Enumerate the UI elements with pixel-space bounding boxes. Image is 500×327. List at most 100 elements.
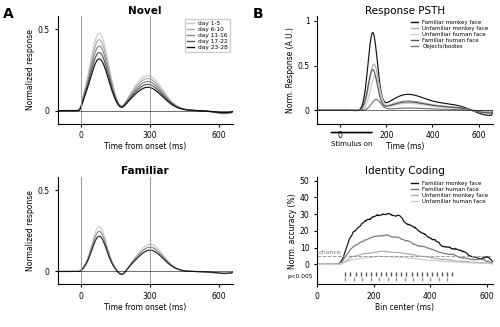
Familiar human face <box>441 252 447 256</box>
Unfamiliar monkey face <box>410 99 416 103</box>
Unfamiliar monkey face <box>490 262 496 266</box>
Unfamiliar monkey face <box>441 257 447 261</box>
Line: Familiar human face: Familiar human face <box>317 235 492 264</box>
Unfamiliar monkey face <box>314 262 320 266</box>
Unfamiliar human face <box>458 107 464 111</box>
Familiar human face <box>398 101 404 105</box>
Unfamiliar monkey face <box>399 99 405 103</box>
Familiar human face <box>410 100 416 104</box>
Familiar monkey face <box>386 212 392 215</box>
Line: Unfamiliar monkey face: Unfamiliar monkey face <box>317 251 492 264</box>
Familiar human face <box>314 108 320 112</box>
Line: Familiar monkey face: Familiar monkey face <box>317 214 492 264</box>
Familiar monkey face <box>335 262 341 266</box>
Unfamiliar human face <box>314 108 320 112</box>
Unfamiliar monkey face <box>381 249 387 253</box>
Line: Unfamiliar human face: Unfamiliar human face <box>317 256 492 264</box>
Unfamiliar human face <box>442 260 448 264</box>
Text: chance: chance <box>318 250 342 255</box>
Familiar human face <box>314 262 320 266</box>
Unfamiliar human face <box>486 111 492 114</box>
Unfamiliar human face <box>384 255 390 259</box>
Line: Unfamiliar human face: Unfamiliar human face <box>317 77 492 112</box>
Y-axis label: Normalized response: Normalized response <box>26 29 35 111</box>
Legend: Familiar monkey face, Familiar human face, Unfamiliar monkey face, Unfamiliar hu: Familiar monkey face, Familiar human fac… <box>410 180 490 205</box>
Familiar monkey face <box>425 235 431 239</box>
Familiar monkey face <box>370 31 376 35</box>
Objects/bodies <box>399 106 405 110</box>
Familiar monkey face <box>441 245 447 249</box>
X-axis label: Time (ms): Time (ms) <box>386 142 424 151</box>
Familiar human face <box>458 106 464 110</box>
Unfamiliar monkey face <box>442 257 448 261</box>
Familiar human face <box>384 233 390 237</box>
Text: B: B <box>252 7 263 21</box>
Familiar monkey face <box>458 104 464 108</box>
Familiar monkey face <box>314 108 320 112</box>
Line: Familiar monkey face: Familiar monkey face <box>317 33 492 115</box>
X-axis label: Bin center (ms): Bin center (ms) <box>376 302 434 312</box>
Objects/bodies <box>419 107 425 111</box>
Unfamiliar human face <box>490 110 496 113</box>
Unfamiliar human face <box>419 103 425 107</box>
Familiar monkey face <box>490 260 496 264</box>
Unfamiliar human face <box>372 75 378 78</box>
X-axis label: Time from onset (ms): Time from onset (ms) <box>104 142 186 151</box>
Unfamiliar human face <box>441 260 447 264</box>
Familiar monkey face <box>486 113 492 117</box>
Unfamiliar human face <box>371 255 377 259</box>
Title: Familiar: Familiar <box>122 166 169 177</box>
Text: Stimulus on: Stimulus on <box>331 142 372 147</box>
Unfamiliar monkey face <box>458 106 464 110</box>
Unfamiliar human face <box>399 102 405 106</box>
Unfamiliar human face <box>425 258 431 262</box>
Y-axis label: Normalized response: Normalized response <box>26 190 35 271</box>
Familiar monkey face <box>490 112 496 115</box>
Line: Familiar human face: Familiar human face <box>317 70 492 113</box>
Familiar human face <box>442 252 448 256</box>
Unfamiliar human face <box>490 262 496 266</box>
Objects/bodies <box>373 97 379 101</box>
Title: Identity Coding: Identity Coding <box>365 166 444 177</box>
Familiar monkey face <box>410 93 416 97</box>
Objects/bodies <box>486 109 492 113</box>
Familiar human face <box>399 100 405 104</box>
Unfamiliar human face <box>376 254 382 258</box>
Familiar monkey face <box>398 94 404 98</box>
Legend: Familiar monkey face, Unfamiliar monkey face, Unfamiliar human face, Familiar hu: Familiar monkey face, Unfamiliar monkey … <box>410 19 490 50</box>
Y-axis label: Norm. accuracy (%): Norm. accuracy (%) <box>288 193 297 269</box>
Familiar monkey face <box>371 215 377 218</box>
Unfamiliar human face <box>410 101 416 105</box>
Unfamiliar monkey face <box>490 110 496 114</box>
Unfamiliar human face <box>335 262 341 266</box>
Unfamiliar monkey face <box>335 262 341 266</box>
Familiar monkey face <box>486 113 492 117</box>
Unfamiliar monkey face <box>398 100 404 104</box>
Unfamiliar human face <box>486 111 492 114</box>
Unfamiliar monkey face <box>384 250 390 254</box>
Familiar monkey face <box>399 93 405 97</box>
Text: A: A <box>2 7 13 21</box>
Unfamiliar monkey face <box>371 251 377 255</box>
Familiar human face <box>490 261 496 265</box>
X-axis label: Time from onset (ms): Time from onset (ms) <box>104 302 186 312</box>
Familiar monkey face <box>442 245 448 249</box>
Objects/bodies <box>314 108 320 112</box>
Y-axis label: Norm. Response (A.U.): Norm. Response (A.U.) <box>286 27 294 113</box>
Title: Novel: Novel <box>128 6 162 16</box>
Text: p<0.005: p<0.005 <box>288 274 313 280</box>
Familiar human face <box>486 111 492 115</box>
Familiar monkey face <box>314 262 320 266</box>
Title: Response PSTH: Response PSTH <box>364 6 445 16</box>
Familiar human face <box>419 102 425 106</box>
Familiar monkey face <box>384 212 390 216</box>
Objects/bodies <box>490 109 496 112</box>
Unfamiliar monkey face <box>425 255 431 259</box>
Unfamiliar monkey face <box>419 101 425 105</box>
Familiar human face <box>384 233 390 237</box>
Familiar human face <box>335 262 341 266</box>
Line: Objects/bodies: Objects/bodies <box>317 99 492 111</box>
Unfamiliar human face <box>314 262 320 266</box>
Unfamiliar monkey face <box>486 111 492 115</box>
Familiar human face <box>370 68 376 72</box>
